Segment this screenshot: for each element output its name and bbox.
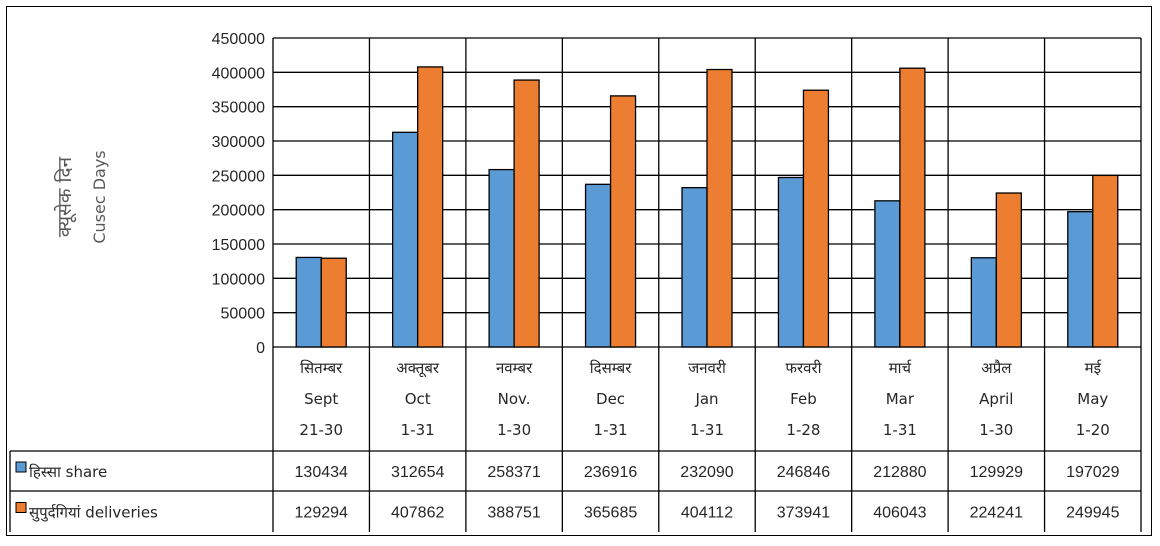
table-cell-value: 312654 [391, 464, 444, 481]
table-cell-value: 129294 [295, 505, 348, 522]
legend-key-deliveries [15, 502, 27, 513]
bar-deliveries [1092, 174, 1119, 348]
category-label-english: May [1077, 390, 1108, 408]
category-label-range: 21-30 [299, 421, 343, 439]
category-label-range: 1-30 [497, 421, 531, 439]
table-cell-value: 407862 [391, 505, 444, 522]
category-label-range: 1-31 [690, 421, 724, 439]
category-label-range: 1-31 [594, 421, 628, 439]
category-label-english: Feb [790, 390, 817, 408]
y-tick-label: 200000 [212, 203, 265, 220]
bar-share [874, 200, 901, 348]
table-cell-value: 258371 [487, 464, 540, 481]
table-cell-value: 404112 [681, 505, 733, 522]
category-label-english: April [979, 390, 1013, 408]
table-cell-value: 365685 [584, 505, 637, 522]
table-cell-value: 232090 [680, 464, 733, 481]
category-label-range: 1-31 [401, 421, 435, 439]
table-cell-value: 130434 [295, 464, 348, 481]
table-cell-value: 388751 [487, 505, 540, 522]
category-label-hindi: दिसम्बर [590, 359, 632, 377]
bar-deliveries [417, 66, 444, 348]
category-label-hindi: जनवरी [688, 359, 727, 377]
table-cell-value: 224241 [970, 505, 1023, 522]
category-label-english: Oct [405, 390, 431, 408]
category-label-english: Mar [886, 390, 915, 408]
category-label-hindi: नवम्बर [496, 359, 533, 377]
bar-share [777, 176, 805, 348]
category-label-english: Sept [304, 390, 338, 408]
bar-deliveries [320, 257, 347, 348]
y-tick-label: 0 [256, 340, 265, 357]
category-label-range: 1-31 [883, 421, 917, 439]
y-axis-title-hindi: क्यूसेक दिन [53, 156, 77, 237]
y-axis-title: Cusec Days [90, 150, 109, 243]
table-cell-value: 406043 [873, 505, 926, 522]
y-tick-label: 50000 [221, 306, 266, 323]
bar-share [295, 256, 322, 348]
category-label-hindi: मार्च [889, 359, 912, 377]
chart-frame: 0 50000 100000 150000 200000 250000 300000 3500… [6, 6, 1152, 536]
bar-share [488, 168, 515, 348]
bar-deliveries [802, 89, 830, 348]
y-tick-label: 100000 [212, 271, 265, 288]
table-cell-value: 373941 [777, 505, 830, 522]
table-cell-value: 246846 [777, 464, 830, 481]
bar-deliveries [706, 68, 733, 348]
bar-share [392, 131, 419, 348]
category-label-hindi: अक्तूबर [396, 359, 440, 378]
category-label-hindi: फरवरी [785, 359, 822, 377]
chart-text: 0 50000 100000 150000 200000 250000 300000 3500… [29, 31, 1120, 523]
bar-share [970, 257, 997, 348]
bar-deliveries [513, 79, 540, 348]
y-tick-label: 250000 [212, 168, 265, 185]
bar-deliveries [609, 95, 637, 348]
bar-chart: 0 50000 100000 150000 200000 250000 300000 3500… [9, 31, 1142, 532]
bar-share [1067, 211, 1094, 348]
data-table [9, 450, 1141, 532]
category-label-hindi: अप्रैल [981, 359, 1012, 377]
bar-share [584, 183, 612, 348]
y-tick-label: 300000 [212, 134, 265, 151]
legend-key-share [15, 461, 27, 473]
category-label-range: 1-28 [786, 421, 820, 439]
legend-label: हिस्सा share [29, 463, 107, 481]
table-cell-value: 249945 [1066, 505, 1119, 522]
category-label-hindi: सितम्बर [300, 359, 343, 377]
category-label-hindi: मई [1085, 359, 1102, 377]
table-cell-value: 129929 [970, 464, 1023, 481]
table-cell-value: 236916 [584, 464, 637, 481]
category-label-english: Nov. [498, 390, 531, 408]
bars [295, 66, 1119, 348]
category-label-english: Dec [596, 390, 625, 408]
category-label-range: 1-30 [979, 421, 1013, 439]
table-cell-value: 212880 [873, 464, 926, 481]
category-label-range: 1-20 [1076, 421, 1110, 439]
y-tick-label: 350000 [212, 100, 265, 117]
category-label-english: Jan [694, 390, 718, 408]
y-tick-label: 400000 [212, 65, 265, 82]
y-tick-label: 150000 [212, 237, 265, 254]
legend-label: सुपुर्दगियां deliveries [29, 504, 158, 523]
table-cell-value: 197029 [1066, 464, 1119, 481]
y-tick-label: 450000 [212, 31, 265, 48]
bar-deliveries [899, 67, 926, 348]
bar-deliveries [995, 192, 1022, 348]
bar-share [681, 186, 708, 348]
